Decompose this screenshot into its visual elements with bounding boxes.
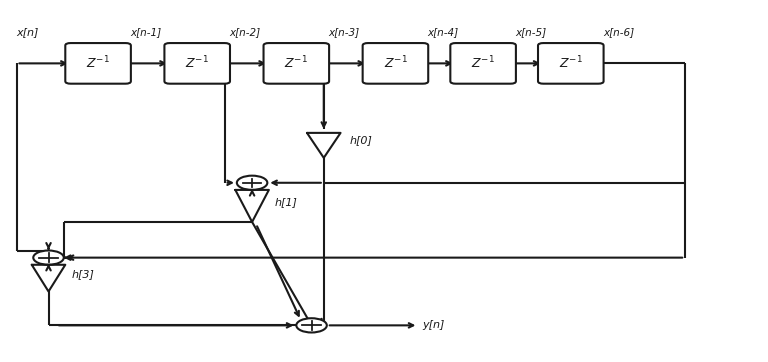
Text: x[n-5]: x[n-5] — [515, 27, 546, 37]
Text: h[3]: h[3] — [71, 270, 94, 279]
FancyBboxPatch shape — [263, 43, 329, 84]
FancyBboxPatch shape — [362, 43, 429, 84]
Text: h[0]: h[0] — [349, 135, 372, 145]
FancyBboxPatch shape — [450, 43, 516, 84]
Circle shape — [296, 318, 327, 332]
Text: x[n-6]: x[n-6] — [603, 27, 634, 37]
Text: $Z^{-1}$: $Z^{-1}$ — [383, 55, 407, 72]
Circle shape — [237, 176, 267, 190]
FancyBboxPatch shape — [65, 43, 131, 84]
Text: x[n]: x[n] — [16, 27, 39, 37]
Circle shape — [33, 251, 64, 265]
Text: $Z^{-1}$: $Z^{-1}$ — [284, 55, 308, 72]
FancyBboxPatch shape — [164, 43, 230, 84]
Text: $Z^{-1}$: $Z^{-1}$ — [185, 55, 209, 72]
Text: x[n-1]: x[n-1] — [130, 27, 161, 37]
FancyBboxPatch shape — [538, 43, 604, 84]
Text: y[n]: y[n] — [422, 320, 445, 331]
Text: x[n-2]: x[n-2] — [229, 27, 260, 37]
Text: h[1]: h[1] — [275, 197, 298, 207]
Text: $Z^{-1}$: $Z^{-1}$ — [559, 55, 583, 72]
Text: $Z^{-1}$: $Z^{-1}$ — [86, 55, 110, 72]
Text: x[n-3]: x[n-3] — [329, 27, 359, 37]
Text: x[n-4]: x[n-4] — [428, 27, 458, 37]
Text: $Z^{-1}$: $Z^{-1}$ — [472, 55, 495, 72]
